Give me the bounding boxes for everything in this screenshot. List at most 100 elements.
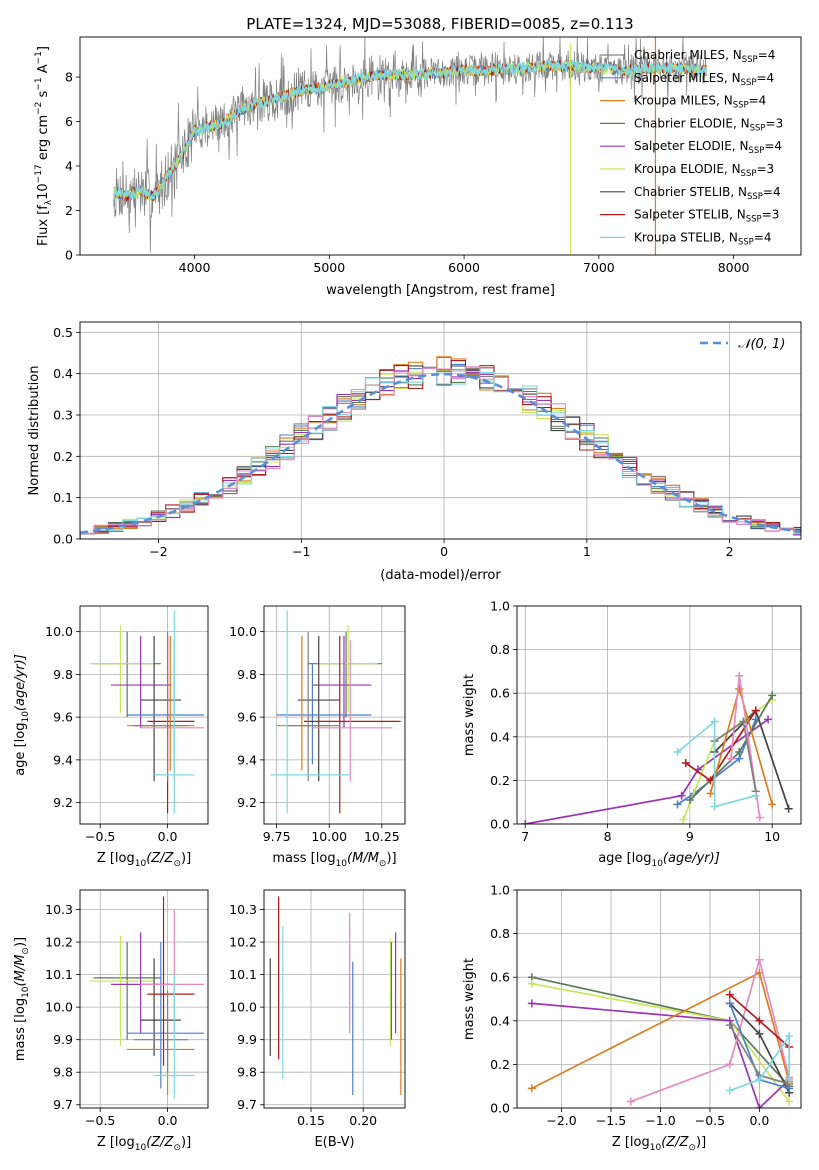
model-spectrum-line bbox=[113, 60, 707, 201]
weight-point-marker bbox=[527, 1084, 536, 1093]
normal-distribution-curve bbox=[80, 372, 801, 534]
x-tick-label: −1 bbox=[292, 544, 310, 559]
weight-point-marker bbox=[710, 802, 719, 811]
y-tick-label: 9.7 bbox=[237, 1097, 257, 1112]
model-spectrum-line bbox=[113, 58, 708, 201]
weight-point-marker bbox=[755, 1016, 764, 1025]
weight-point-marker bbox=[626, 1097, 635, 1106]
y-axis-label: mass [log10(M/M⊙)] bbox=[13, 937, 31, 1061]
x-axis-label: (data-model)/error bbox=[380, 568, 501, 583]
x-tick-label: 2 bbox=[726, 544, 734, 559]
y-tick-label: 10.0 bbox=[229, 624, 257, 639]
x-tick-label: 7 bbox=[521, 829, 529, 844]
weight-point-marker bbox=[751, 706, 760, 715]
y-axis-label: Normed distribution bbox=[27, 366, 42, 496]
y-tick-label: 0.2 bbox=[490, 773, 510, 788]
x-axis-label: Z [log10(Z/Z⊙)] bbox=[97, 851, 191, 869]
weight-point-marker bbox=[755, 813, 764, 822]
weight-point-marker bbox=[673, 800, 682, 809]
y-tick-label: 0.4 bbox=[53, 366, 73, 381]
legend-entry: Kroupa STELIB, NSSP=4 bbox=[634, 230, 772, 247]
y-tick-label: 0.0 bbox=[490, 1101, 510, 1116]
y-tick-label: 0.2 bbox=[53, 449, 73, 464]
x-tick-label: 10.00 bbox=[311, 829, 347, 844]
residuals-panel: −2 −1 0 1 2 0.0 0.1 0.2 0.3 0.4 0.5 (data-model)/er… bbox=[27, 321, 802, 583]
x-axis-label: E(B-V) bbox=[314, 1135, 354, 1150]
weight-point-marker bbox=[735, 671, 744, 680]
x-tick-label: 9 bbox=[686, 829, 694, 844]
weight-point-marker bbox=[725, 1021, 734, 1030]
plot-area bbox=[80, 356, 801, 539]
legend-entry: Kroupa MILES, NSSP=4 bbox=[634, 94, 766, 111]
legend-entry: Chabrier ELODIE, NSSP=3 bbox=[634, 116, 783, 133]
y-tick-label: 10.2 bbox=[229, 935, 257, 950]
x-tick-label: 7000 bbox=[583, 260, 615, 275]
x-tick-label: −0.5 bbox=[695, 1113, 725, 1128]
plot-area bbox=[527, 955, 794, 1108]
y-tick-label: 9.9 bbox=[53, 1032, 73, 1047]
y-tick-label: 10.1 bbox=[229, 967, 257, 982]
weight-point-marker bbox=[764, 715, 773, 724]
weight-point-marker bbox=[755, 955, 764, 964]
axes-frame bbox=[263, 605, 406, 825]
weight-point-marker bbox=[673, 748, 682, 757]
x-tick-label: −2 bbox=[149, 544, 167, 559]
y-tick-label: 9.8 bbox=[237, 667, 257, 682]
x-tick-label: 0.15 bbox=[297, 1113, 325, 1128]
x-axis-label: age [log10(age/yr)] bbox=[598, 851, 720, 869]
y-axis-label: mass weight bbox=[462, 958, 477, 1040]
mass-vs-metallicity-panel: −0.5 0.0 9.7 9.8 9.9 10.0 10.1 10.2 10.3 Z [log10… bbox=[13, 889, 209, 1153]
x-tick-label: 8000 bbox=[718, 260, 750, 275]
x-tick-label: 9.75 bbox=[263, 829, 291, 844]
y-tick-label: 9.8 bbox=[53, 667, 73, 682]
y-tick-label: 8 bbox=[65, 70, 73, 85]
weight-point-marker bbox=[784, 804, 793, 813]
mass-vs-ebv-panel: 0.15 0.20 9.7 9.8 9.9 10.0 10.1 10.2 10.3 E(B-V) bbox=[229, 889, 406, 1150]
x-tick-label: −2.0 bbox=[546, 1113, 576, 1128]
age-vs-metallicity-panel: −0.5 0.0 9.2 9.4 9.6 9.8 10.0 Z [log10(Z/Z⊙)] ag… bbox=[13, 605, 209, 869]
y-tick-label: 9.2 bbox=[237, 795, 257, 810]
weight-point-marker bbox=[739, 717, 748, 726]
age-vs-mass-panel: 9.75 10.00 10.25 9.2 9.4 9.6 9.8 10.0 mass [log1… bbox=[229, 605, 406, 869]
y-tick-label: 10.0 bbox=[45, 624, 73, 639]
weight-point-marker bbox=[725, 1060, 734, 1069]
y-tick-label: 0.0 bbox=[53, 532, 73, 547]
x-tick-label: 0.0 bbox=[158, 829, 178, 844]
weight-point-marker bbox=[725, 999, 734, 1008]
weight-point-marker bbox=[755, 1029, 764, 1038]
y-tick-label: 0.2 bbox=[490, 1057, 510, 1072]
x-axis-label: mass [log10(M/M⊙)] bbox=[272, 851, 396, 869]
x-axis-label: Z [log10(Z/Z⊙)] bbox=[97, 1135, 191, 1153]
axes-frame bbox=[516, 605, 802, 825]
weight-point-marker bbox=[785, 1075, 794, 1084]
legend-entry: Kroupa ELODIE, NSSP=3 bbox=[634, 162, 774, 179]
weight-vs-age-panel: 7 8 9 10 0.0 0.2 0.4 0.6 0.8 1.0 age [log10(age/yr… bbox=[462, 599, 802, 869]
y-tick-label: 0.1 bbox=[53, 490, 73, 505]
weight-point-marker bbox=[681, 758, 690, 767]
weight-point-marker bbox=[735, 748, 744, 757]
weight-point-marker bbox=[725, 990, 734, 999]
y-tick-label: 0.6 bbox=[490, 686, 510, 701]
axes-frame bbox=[79, 36, 802, 256]
legend-entry: Salpeter MILES, NSSP=4 bbox=[634, 71, 774, 88]
weight-series-line bbox=[676, 719, 756, 808]
y-tick-label: 9.7 bbox=[53, 1097, 73, 1112]
y-tick-label: 2 bbox=[65, 203, 73, 218]
y-tick-label: 6 bbox=[65, 114, 73, 129]
x-tick-label: −0.5 bbox=[85, 829, 115, 844]
x-axis-label: wavelength [Angstrom, rest frame] bbox=[326, 283, 555, 298]
weight-series-line bbox=[531, 1002, 790, 1108]
legend-entry: 𝒩(0, 1) bbox=[738, 337, 785, 352]
weight-point-marker bbox=[527, 999, 536, 1008]
weight-point-marker bbox=[785, 1032, 794, 1041]
weight-point-marker bbox=[768, 800, 777, 809]
y-tick-label: 0.3 bbox=[53, 408, 73, 423]
plot-area bbox=[89, 896, 204, 1099]
y-tick-label: 10.3 bbox=[229, 902, 257, 917]
plot-area bbox=[113, 37, 708, 255]
plot-area bbox=[521, 671, 793, 824]
weight-point-marker bbox=[706, 776, 715, 785]
axes-frame bbox=[79, 321, 802, 540]
y-tick-label: 10.0 bbox=[45, 1000, 73, 1015]
y-tick-label: 9.8 bbox=[53, 1065, 73, 1080]
